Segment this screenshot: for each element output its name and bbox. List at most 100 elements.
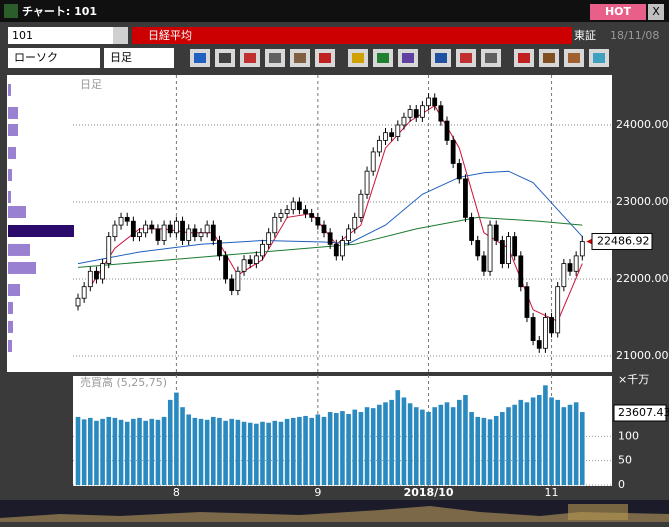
kind-text: ローソク [14,51,58,64]
candle-body [426,97,431,107]
volume-bar [420,409,425,485]
volume-bar [106,416,112,485]
code-input[interactable] [8,27,113,44]
candle-body [192,228,198,238]
volume-value: 23607.43 [618,406,669,419]
volume-bar [161,416,167,485]
candle-body [543,317,548,349]
candle-body [432,97,438,107]
profile-bar [8,225,74,238]
candle-body [241,259,247,272]
volume-bar [211,416,216,485]
candle-body [383,132,388,141]
candle-body [173,220,179,234]
volume-bar [94,420,99,485]
date-text: 18/11/08 [610,29,659,42]
last-price-box [591,232,653,250]
volume-bar [438,404,444,485]
candle-body [223,255,229,280]
profile-bar [8,123,18,136]
volume-tick-label: 0 [618,478,625,491]
volume-bar [284,418,290,485]
tool-glyph [377,53,389,63]
volume-bar [377,404,382,485]
candle-body [253,255,259,264]
tool-glyph [568,53,580,63]
candle-body [100,263,105,280]
name-bar [132,27,572,44]
candle-body [549,317,554,334]
x-tick-label: 8 [173,486,180,499]
volume-bar [149,418,155,485]
volume-bar [266,422,271,485]
volume-bar [75,416,81,485]
candle-body [352,216,358,230]
candle-body [143,224,149,234]
volume-bar [481,417,487,485]
market-text: 東証 [574,29,596,42]
volume-bar [487,419,493,485]
candle-body [106,236,112,264]
last-price-arrow [586,238,593,245]
candle-body [81,286,87,299]
candle-body [438,105,444,122]
candle-body [481,255,487,272]
volume-bar [167,399,173,485]
candle-body [229,278,235,291]
candle-body [303,209,308,214]
candle-body [401,116,407,126]
profile-bar [8,243,30,256]
volume-bar [512,404,517,485]
tool-glyph [518,53,530,63]
volume-bar [334,413,339,485]
volume-bar [192,417,198,485]
x-tick-label: 2018/10 [404,486,454,499]
y-tick-label: 22000.00 [616,272,669,285]
tool-glyph [319,53,331,63]
volume-bar [346,413,351,485]
volume-bar [198,418,204,485]
period-select[interactable] [104,48,174,68]
candle-body [419,105,425,118]
candle-body [290,201,296,211]
volume-bar [241,421,247,485]
volume-bar [81,419,87,485]
period-text: 日足 [110,51,132,64]
candle-body [235,270,241,291]
candle-body [217,240,222,257]
candle-body [358,193,364,218]
hot-label: HOT [605,5,632,18]
volume-tick-label: 50 [618,454,632,467]
tool-glyph [244,53,256,63]
volume-bar [549,397,554,485]
volume-bar [493,415,499,485]
close-button[interactable] [648,4,664,20]
volume-bar [278,421,284,485]
hot-button[interactable] [590,4,646,20]
profile-bar [8,190,11,203]
candle-body [155,228,161,241]
volume-bar [309,417,314,485]
volume-bar [395,390,401,485]
profile-bar [8,106,18,119]
candle-body [333,243,339,257]
volume-bar [112,417,118,485]
volume-bar [321,416,327,485]
kind-select[interactable] [8,48,100,68]
candle-body [469,216,475,241]
volume-bar [260,421,265,485]
candle-body [180,220,185,241]
app-icon [4,4,18,18]
candle-body [247,259,253,264]
candle-body [395,124,401,137]
moving-average [77,170,583,265]
candle-body [266,232,272,245]
price-panel [73,75,612,372]
profile-bar [8,261,36,274]
code-dropdown[interactable] [113,27,128,44]
overview-window[interactable] [568,504,628,520]
tool-glyph [194,53,206,63]
volume-bar [327,412,333,485]
